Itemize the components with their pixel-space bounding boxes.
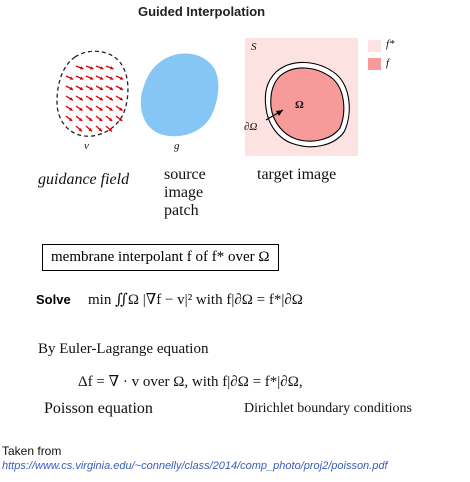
guidance-vector-arrowhead [78,117,83,121]
guidance-vector-arrowhead [99,97,103,101]
membrane-interpolant-box: membrane interpolant f of f* over Ω [42,244,279,271]
guidance-vector-arrowhead [69,97,73,101]
guidance-vector-arrowhead [119,107,123,111]
guidance-vector-arrowhead [89,107,93,111]
guidance-vector-arrowhead [109,97,113,101]
guidance-vector-arrowhead [118,117,123,121]
source-image-patch [140,53,219,137]
legend-swatch-f [368,58,381,70]
guidance-vector-arrowhead [100,66,104,70]
euler-lagrange-text: By Euler-Lagrange equation [38,341,209,357]
caption-guidance: guidance field [38,171,130,188]
guidance-field-outline [56,50,129,137]
guidance-vector-arrowhead [88,127,92,132]
target-symbol: S [251,41,257,53]
caption-source-line3: patch [164,202,199,219]
legend-swatch-f-star [368,40,381,52]
guidance-vector-arrowhead [110,66,114,70]
caption-target: target image [257,166,337,183]
guidance-vector-arrowhead [69,76,74,80]
guidance-vector-arrowhead [89,76,94,80]
guidance-vector-arrowhead [109,76,114,80]
guidance-vector-arrowhead [99,86,104,90]
guidance-vector-arrowhead [119,86,124,90]
source-url-link[interactable]: https://www.cs.virginia.edu/~connelly/cl… [2,460,388,472]
legend-label-f-star: f* [386,38,395,50]
guidance-vector-arrowhead [119,76,124,80]
guidance-vector-arrowhead [99,76,104,80]
solve-label: Solve [36,292,71,307]
guidance-field [56,50,129,137]
guidance-vector-arrowhead [119,97,123,101]
guidance-vector-arrowhead [99,107,103,111]
guidance-vector-arrowhead [79,86,84,90]
guidance-vector-arrowhead [109,107,113,111]
source-symbol: g [174,140,180,152]
guidance-vector-arrowhead [90,66,94,70]
guidance-vector-arrowhead [80,66,84,70]
guidance-vector-arrowhead [108,127,112,132]
guidance-vector-arrowhead [69,107,73,111]
legend-label-f: f [386,57,390,69]
guidance-vector-arrowhead [69,86,74,90]
boundary-pointer-arrowhead [276,110,283,116]
omega-label: Ω [295,99,304,111]
target-region-f [270,67,345,142]
guidance-vector-arrowhead [108,117,113,121]
taken-from-label: Taken from [2,444,62,458]
caption-source: source image patch [164,166,206,220]
guidance-vector-arrowhead [79,76,84,80]
boundary-label: ∂Ω [244,121,258,133]
caption-source-line2: image [164,184,204,201]
guidance-vector-arrowhead [98,127,102,132]
guidance-vector-arrowhead [88,117,93,121]
guidance-vector-arrowhead [78,127,82,132]
guidance-symbol: v [84,140,89,152]
guidance-vectors [65,65,124,132]
poisson-label: Poisson equation [44,400,153,417]
guidance-vector-arrowhead [98,117,103,121]
poisson-equation: Δf = ∇ · v over Ω, with f|∂Ω = f*|∂Ω, [78,374,303,390]
target-image [245,38,358,156]
caption-source-line1: source [164,166,206,183]
solve-equation: min ∬Ω |∇f − v|² with f|∂Ω = f*|∂Ω [88,292,303,308]
guidance-vector-arrowhead [79,97,83,101]
guidance-vector-arrowhead [79,107,83,111]
dirichlet-label: Dirichlet boundary conditions [244,401,412,416]
guidance-vector-arrowhead [109,86,114,90]
guidance-vector-arrowhead [68,117,73,121]
guidance-vector-arrowhead [89,86,94,90]
guidance-vector-arrowhead [89,97,93,101]
diagram-title: Guided Interpolation [138,4,266,19]
